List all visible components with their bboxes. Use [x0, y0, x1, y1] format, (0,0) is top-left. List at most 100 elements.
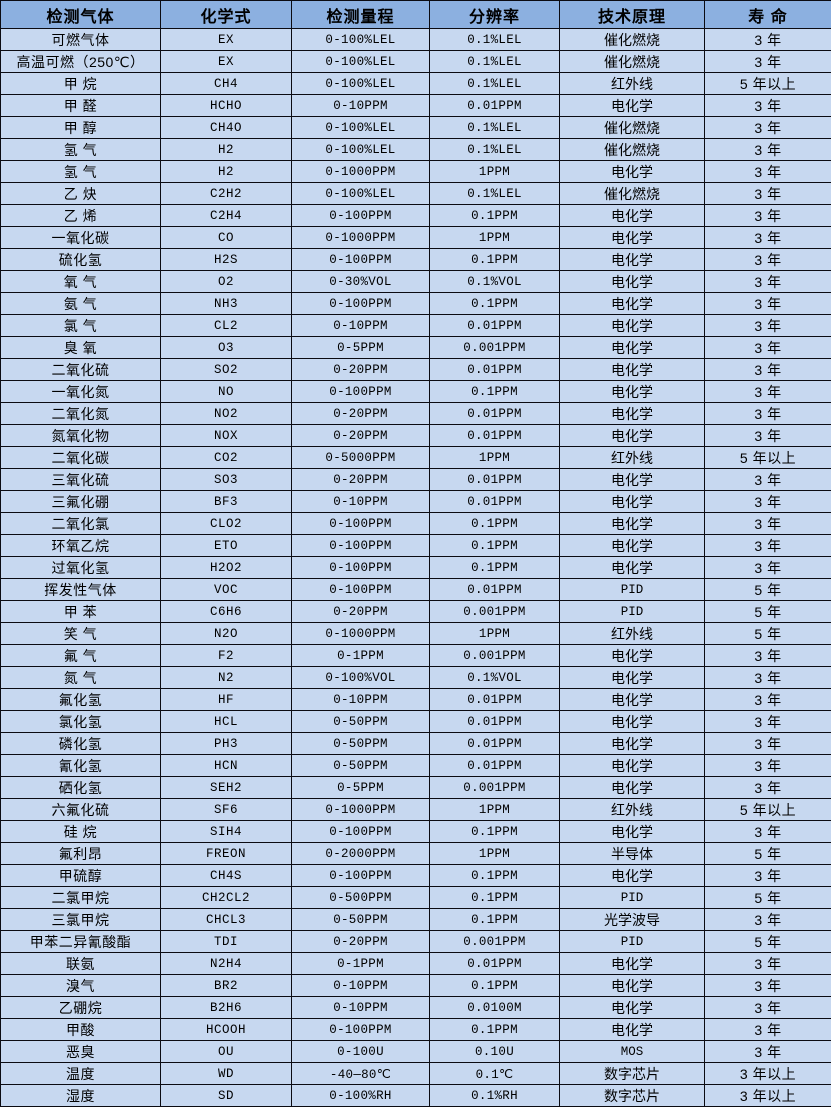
- cell-lifespan: 3 年以上: [705, 1085, 831, 1107]
- cell-chemical-formula: C2H4: [161, 205, 292, 227]
- cell-lifespan: 5 年以上: [705, 447, 831, 469]
- cell-detection-range: 0-10PPM: [292, 95, 430, 117]
- cell-lifespan: 3 年: [705, 513, 831, 535]
- cell-gas-name: 氢 气: [1, 139, 161, 161]
- cell-gas-name: 甲硫醇: [1, 865, 161, 887]
- cell-gas-name: 过氧化氢: [1, 557, 161, 579]
- cell-technology: 电化学: [560, 865, 705, 887]
- cell-chemical-formula: O2: [161, 271, 292, 293]
- cell-chemical-formula: F2: [161, 645, 292, 667]
- cell-detection-range: 0-1000PPM: [292, 623, 430, 645]
- cell-gas-name: 三氟化硼: [1, 491, 161, 513]
- cell-detection-range: 0-100PPM: [292, 865, 430, 887]
- cell-gas-name: 氟利昂: [1, 843, 161, 865]
- cell-detection-range: 0-100PPM: [292, 249, 430, 271]
- cell-chemical-formula: NO: [161, 381, 292, 403]
- cell-chemical-formula: CO2: [161, 447, 292, 469]
- cell-technology: 电化学: [560, 1019, 705, 1041]
- cell-resolution: 0.1PPM: [430, 535, 560, 557]
- cell-lifespan: 3 年: [705, 469, 831, 491]
- cell-chemical-formula: CL2: [161, 315, 292, 337]
- cell-gas-name: 二氧化氯: [1, 513, 161, 535]
- cell-detection-range: 0-20PPM: [292, 931, 430, 953]
- table-header: 检测气体 化学式 检测量程 分辨率 技术原理 寿 命: [1, 1, 831, 29]
- cell-resolution: 0.1PPM: [430, 909, 560, 931]
- cell-resolution: 0.01PPM: [430, 733, 560, 755]
- cell-chemical-formula: EX: [161, 29, 292, 51]
- cell-technology: 电化学: [560, 711, 705, 733]
- header-row: 检测气体 化学式 检测量程 分辨率 技术原理 寿 命: [1, 1, 831, 29]
- cell-resolution: 0.1PPM: [430, 975, 560, 997]
- cell-gas-name: 恶臭: [1, 1041, 161, 1063]
- cell-detection-range: 0-30%VOL: [292, 271, 430, 293]
- cell-lifespan: 3 年以上: [705, 1063, 831, 1085]
- cell-gas-name: 氟化氢: [1, 689, 161, 711]
- cell-chemical-formula: SIH4: [161, 821, 292, 843]
- cell-lifespan: 3 年: [705, 975, 831, 997]
- cell-resolution: 0.01PPM: [430, 755, 560, 777]
- cell-technology: 电化学: [560, 667, 705, 689]
- cell-resolution: 0.1℃: [430, 1063, 560, 1085]
- cell-resolution: 1PPM: [430, 227, 560, 249]
- cell-chemical-formula: N2O: [161, 623, 292, 645]
- cell-detection-range: -40—80℃: [292, 1063, 430, 1085]
- cell-gas-name: 乙 烯: [1, 205, 161, 227]
- cell-technology: 红外线: [560, 447, 705, 469]
- cell-resolution: 0.01PPM: [430, 491, 560, 513]
- cell-lifespan: 3 年: [705, 161, 831, 183]
- cell-detection-range: 0-50PPM: [292, 909, 430, 931]
- cell-gas-name: 甲酸: [1, 1019, 161, 1041]
- cell-gas-name: 氮 气: [1, 667, 161, 689]
- cell-chemical-formula: HCN: [161, 755, 292, 777]
- cell-lifespan: 3 年: [705, 1019, 831, 1041]
- cell-gas-name: 氰化氢: [1, 755, 161, 777]
- cell-resolution: 0.1%RH: [430, 1085, 560, 1107]
- cell-detection-range: 0-100PPM: [292, 513, 430, 535]
- cell-lifespan: 5 年: [705, 887, 831, 909]
- cell-resolution: 0.1%LEL: [430, 139, 560, 161]
- cell-gas-name: 甲 醛: [1, 95, 161, 117]
- cell-detection-range: 0-500PPM: [292, 887, 430, 909]
- cell-detection-range: 0-20PPM: [292, 425, 430, 447]
- cell-technology: 数字芯片: [560, 1085, 705, 1107]
- cell-chemical-formula: NH3: [161, 293, 292, 315]
- cell-chemical-formula: C6H6: [161, 601, 292, 623]
- cell-chemical-formula: B2H6: [161, 997, 292, 1019]
- cell-lifespan: 5 年: [705, 843, 831, 865]
- cell-detection-range: 0-100%LEL: [292, 51, 430, 73]
- cell-technology: 电化学: [560, 403, 705, 425]
- cell-gas-name: 甲苯二异氰酸酯: [1, 931, 161, 953]
- cell-chemical-formula: SD: [161, 1085, 292, 1107]
- cell-chemical-formula: CH2CL2: [161, 887, 292, 909]
- cell-technology: MOS: [560, 1041, 705, 1063]
- cell-detection-range: 0-20PPM: [292, 403, 430, 425]
- cell-technology: PID: [560, 931, 705, 953]
- cell-chemical-formula: C2H2: [161, 183, 292, 205]
- cell-resolution: 0.0100M: [430, 997, 560, 1019]
- cell-detection-range: 0-100PPM: [292, 293, 430, 315]
- cell-technology: 电化学: [560, 425, 705, 447]
- cell-technology: 电化学: [560, 337, 705, 359]
- cell-resolution: 0.01PPM: [430, 315, 560, 337]
- cell-chemical-formula: HF: [161, 689, 292, 711]
- cell-chemical-formula: EX: [161, 51, 292, 73]
- cell-detection-range: 0-100%LEL: [292, 29, 430, 51]
- cell-chemical-formula: ETO: [161, 535, 292, 557]
- cell-gas-name: 六氟化硫: [1, 799, 161, 821]
- cell-resolution: 0.01PPM: [430, 95, 560, 117]
- cell-technology: 数字芯片: [560, 1063, 705, 1085]
- cell-detection-range: 0-1000PPM: [292, 227, 430, 249]
- cell-technology: 电化学: [560, 381, 705, 403]
